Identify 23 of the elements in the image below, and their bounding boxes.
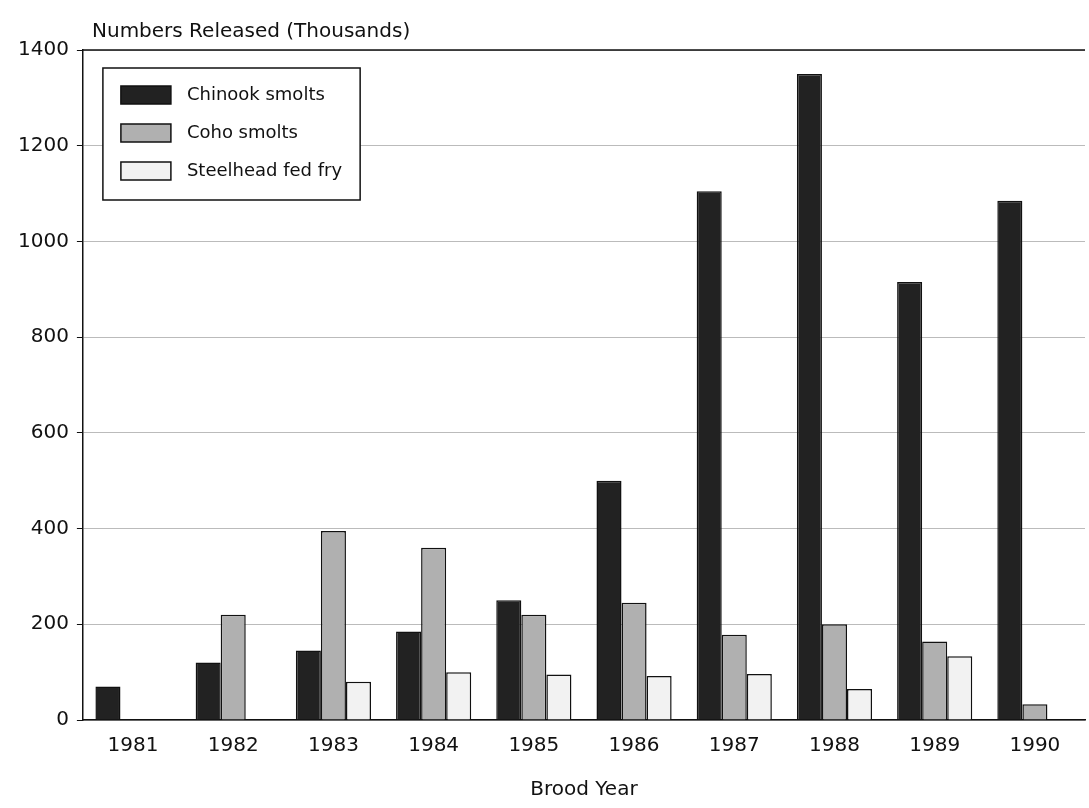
x-tick-label: 1989 xyxy=(909,732,961,757)
x-axis-title: Brood Year xyxy=(530,776,639,801)
x-tick-label: 1984 xyxy=(408,732,460,757)
y-tick-label: 800 xyxy=(30,323,69,348)
y-tick-label: 0 xyxy=(56,706,69,731)
y-tick-label: 400 xyxy=(30,514,69,539)
y-tick-label: 200 xyxy=(30,610,69,635)
legend-label: Chinook smolts xyxy=(186,82,325,104)
legend-label: Steelhead fed fry xyxy=(186,158,343,180)
x-tick-label: 1983 xyxy=(307,732,359,757)
x-tick-label: 1988 xyxy=(809,732,860,757)
x-tick-label: 1985 xyxy=(508,732,560,757)
legend-label: Coho smolts xyxy=(186,120,298,142)
y-tick-label: 1000 xyxy=(17,227,69,252)
y-tick-label: 1400 xyxy=(17,36,69,61)
y-tick-label: 600 xyxy=(30,419,69,444)
x-tick-label: 1990 xyxy=(1009,732,1061,757)
x-tick-label: 1981 xyxy=(107,732,159,757)
x-tick-label: 1986 xyxy=(608,732,660,757)
y-axis-title: Numbers Released (Thousands) xyxy=(92,18,411,43)
x-tick-label: 1987 xyxy=(708,732,760,757)
y-tick-label: 1200 xyxy=(17,131,69,156)
x-tick-label: 1982 xyxy=(207,732,259,757)
